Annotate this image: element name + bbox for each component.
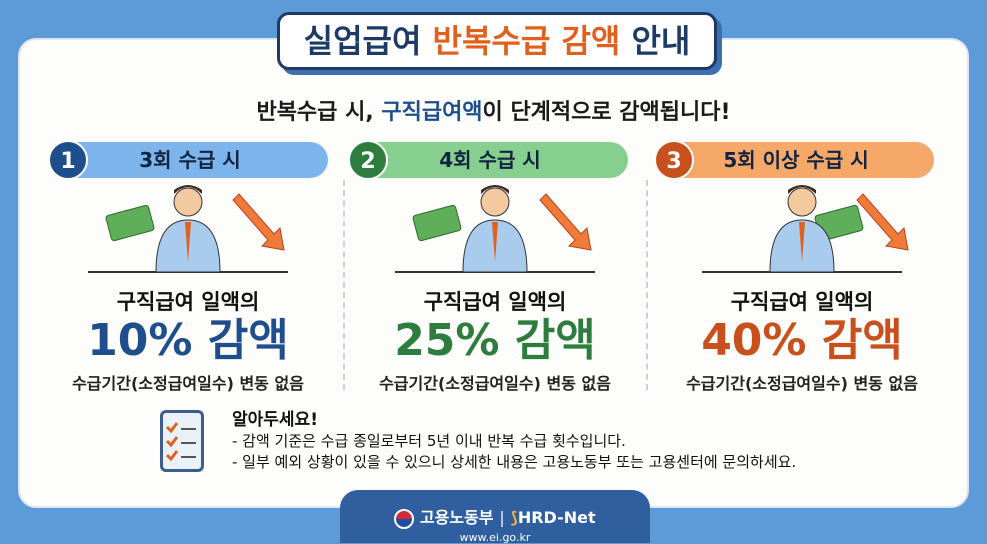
- ministry-name: 고용노동부: [419, 508, 494, 527]
- tier-number-badge: 1: [48, 140, 88, 180]
- tier-label: 3회 수급 시: [139, 148, 241, 172]
- title-part1: 실업급여: [303, 22, 422, 60]
- page-title: 실업급여 반복수급 감액 안내: [277, 12, 717, 70]
- notice-item: - 감액 기준은 수급 종일로부터 5년 이내 반복 수급 횟수입니다.: [232, 432, 626, 450]
- tier-number-badge: 2: [348, 140, 388, 180]
- tier-pill: 3 5회 이상 수급 시: [654, 140, 934, 180]
- title-part2: 안내: [631, 22, 691, 60]
- tier-label: 4회 수급 시: [439, 148, 541, 172]
- tier-reduction-percent: 40% 감액: [701, 315, 903, 366]
- hrd-net-logo-icon: ⟆: [510, 508, 518, 527]
- person-with-money-down-arrow-icon: [38, 180, 338, 276]
- notice-item: - 일부 예외 상황이 있을 수 있으니 상세한 내용은 고용노동부 또는 고용…: [232, 453, 797, 471]
- tier-reduction-percent: 25% 감액: [394, 315, 596, 366]
- footer-tab: 고용노동부 | ⟆HRD-Net www.ei.go.kr: [340, 490, 650, 544]
- tier-number-badge: 3: [654, 140, 694, 180]
- tier-column: 구직급여 일액의 40% 감액 수급기간(소정급여일수) 변동 없음: [652, 180, 952, 394]
- subtitle-highlight: 구직급여액: [381, 100, 483, 125]
- divider: [343, 180, 345, 390]
- notice-heading: 알아두세요!: [232, 410, 318, 430]
- tier-reduction-percent: 10% 감액: [87, 315, 289, 366]
- person-with-money-down-arrow-icon: [345, 180, 645, 276]
- tier-description: 구직급여 일액의: [116, 290, 260, 314]
- subtitle-part2: 이 단계적으로 감액됩니다!: [482, 100, 731, 125]
- tier-period-note: 수급기간(소정급여일수) 변동 없음: [379, 374, 611, 393]
- tier-description: 구직급여 일액의: [730, 290, 874, 314]
- subtitle: 반복수급 시, 구직급여액이 단계적으로 감액됩니다!: [0, 94, 987, 126]
- title-highlight: 반복수급 감액: [432, 22, 621, 60]
- tier-label: 5회 이상 수급 시: [723, 148, 869, 172]
- tier-column: 구직급여 일액의 10% 감액 수급기간(소정급여일수) 변동 없음: [38, 180, 338, 394]
- tier-pill: 2 4회 수급 시: [348, 140, 628, 180]
- separator: |: [499, 508, 505, 527]
- tier-pill: 1 3회 수급 시: [48, 140, 328, 180]
- tier-period-note: 수급기간(소정급여일수) 변동 없음: [72, 374, 304, 393]
- clipboard-checklist-icon: [160, 410, 204, 472]
- person-with-money-down-arrow-icon: [652, 180, 952, 276]
- tier-column: 구직급여 일액의 25% 감액 수급기간(소정급여일수) 변동 없음: [345, 180, 645, 394]
- website-url[interactable]: www.ei.go.kr: [459, 530, 531, 544]
- subtitle-part1: 반복수급 시,: [256, 100, 374, 125]
- divider: [646, 180, 648, 390]
- tier-period-note: 수급기간(소정급여일수) 변동 없음: [686, 374, 918, 393]
- taegeuk-logo-icon: [394, 508, 415, 529]
- hrd-net-brand: HRD-Net: [517, 508, 596, 527]
- tier-description: 구직급여 일액의: [423, 290, 567, 314]
